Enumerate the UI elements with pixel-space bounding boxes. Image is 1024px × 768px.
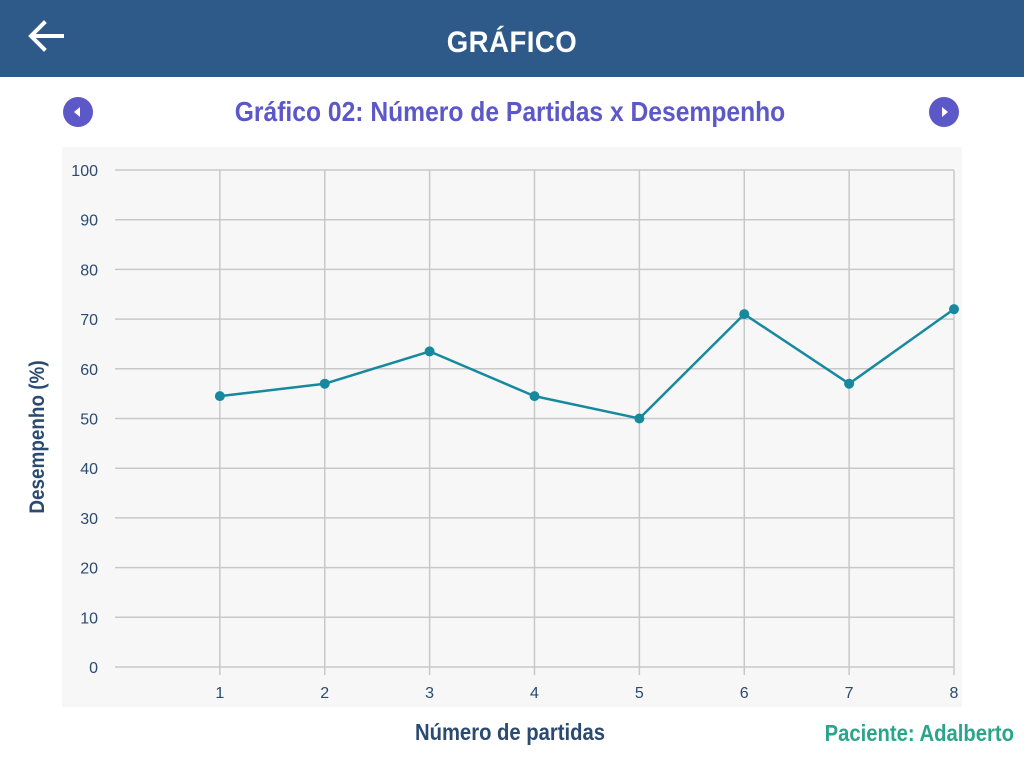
data-point xyxy=(739,309,750,320)
x-axis-label: Número de partidas xyxy=(414,719,606,745)
y-tick-label: 60 xyxy=(80,362,98,379)
caret-left-icon xyxy=(74,107,80,117)
x-tick-label: 1 xyxy=(215,685,224,702)
y-tick-label: 80 xyxy=(80,262,98,279)
data-point xyxy=(319,378,330,389)
x-tick-label: 7 xyxy=(845,685,854,702)
grid xyxy=(115,169,955,675)
chart-panel xyxy=(62,147,962,707)
y-tick-label: 20 xyxy=(80,561,98,578)
next-chart-button[interactable] xyxy=(929,97,959,127)
x-tick-label: 2 xyxy=(320,685,329,702)
previous-chart-button[interactable] xyxy=(63,97,93,127)
y-tick-label: 90 xyxy=(80,213,98,230)
series-line xyxy=(219,308,955,420)
y-axis-label: Desempenho (%) xyxy=(26,360,49,514)
data-point xyxy=(214,391,225,402)
back-button[interactable] xyxy=(18,10,74,62)
series xyxy=(214,304,959,424)
data-point xyxy=(844,378,855,389)
x-tick-label: 3 xyxy=(425,685,434,702)
patient-name: Paciente: Adalberto xyxy=(824,720,1014,746)
y-tick-label: 100 xyxy=(71,163,98,180)
arrow-left-icon xyxy=(28,20,64,52)
data-point xyxy=(529,391,540,402)
x-tick-label: 6 xyxy=(740,685,749,702)
app-header: GRÁFICO xyxy=(0,0,1024,77)
y-tick-label: 50 xyxy=(80,412,98,429)
y-tick-label: 10 xyxy=(80,610,98,627)
data-point xyxy=(949,304,959,315)
tick-labels: 0 10 20 30 40 50 60 70 80 90 100 1 2 3 4 5 6 7 8 xyxy=(71,163,958,702)
chart-title: Gráfico 02: Número de Partidas x Desempe… xyxy=(234,96,786,127)
data-point xyxy=(424,346,435,357)
data-point xyxy=(634,413,645,424)
page-title: GRÁFICO xyxy=(446,26,578,59)
caret-right-icon xyxy=(942,107,948,117)
x-tick-label: 4 xyxy=(530,685,539,702)
y-tick-label: 70 xyxy=(80,312,98,329)
y-tick-label: 40 xyxy=(80,461,98,478)
y-tick-label: 30 xyxy=(80,511,98,528)
x-tick-label: 5 xyxy=(635,685,644,702)
x-tick-label: 8 xyxy=(950,685,959,702)
y-tick-label: 0 xyxy=(89,660,98,677)
